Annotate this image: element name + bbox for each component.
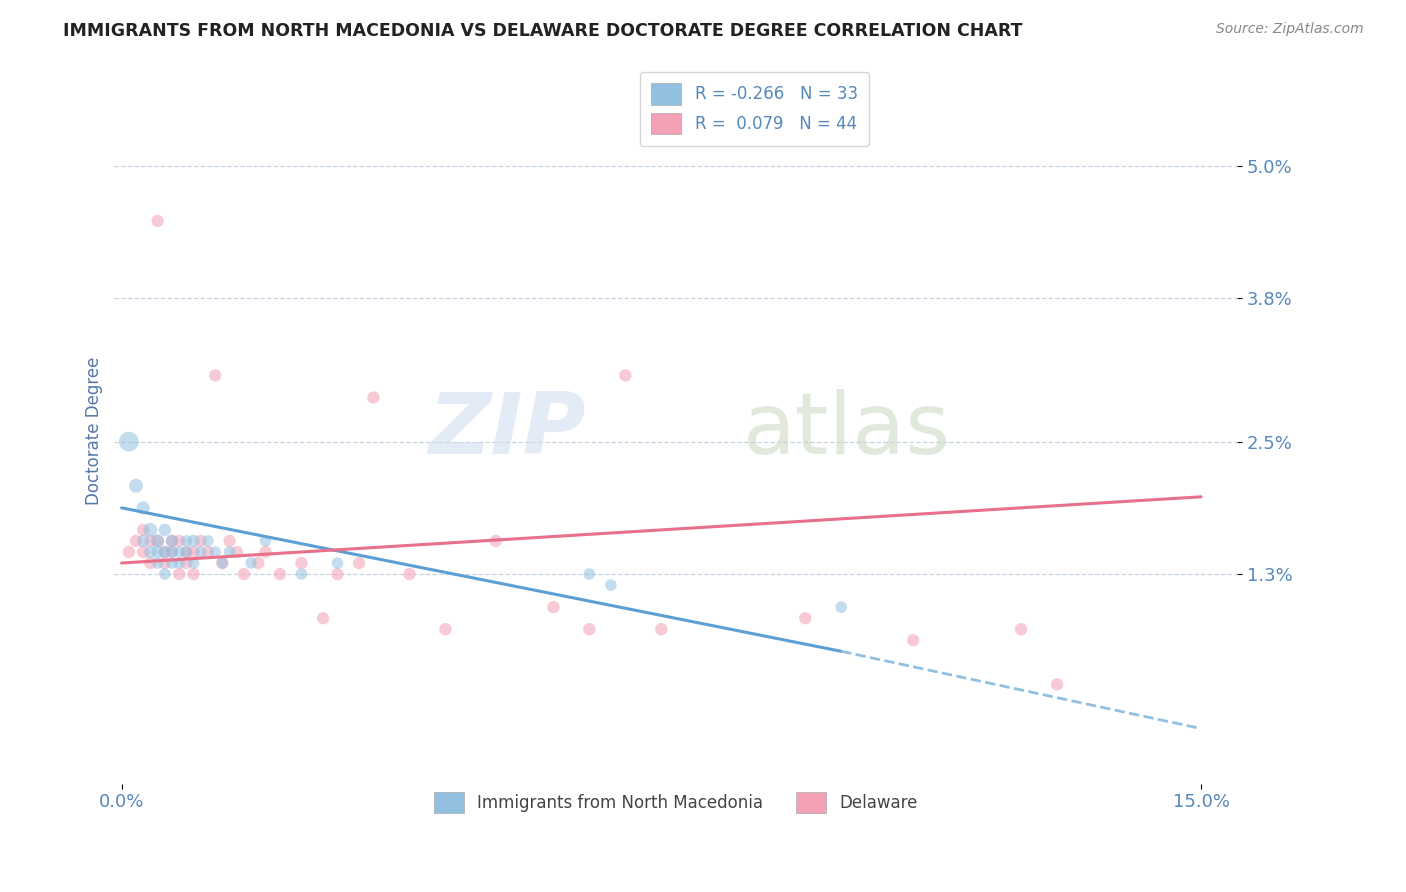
- Point: [183, 545, 205, 559]
- Point: [153, 556, 176, 570]
- Point: [290, 567, 312, 582]
- Point: [218, 545, 240, 559]
- Point: [190, 545, 212, 559]
- Point: [578, 622, 600, 636]
- Y-axis label: Doctorate Degree: Doctorate Degree: [86, 357, 103, 505]
- Point: [146, 533, 169, 548]
- Point: [183, 567, 205, 582]
- Point: [218, 533, 240, 548]
- Point: [176, 545, 198, 559]
- Text: IMMIGRANTS FROM NORTH MACEDONIA VS DELAWARE DOCTORATE DEGREE CORRELATION CHART: IMMIGRANTS FROM NORTH MACEDONIA VS DELAW…: [63, 22, 1022, 40]
- Point: [290, 556, 312, 570]
- Point: [153, 567, 176, 582]
- Point: [167, 545, 190, 559]
- Point: [160, 556, 183, 570]
- Point: [326, 567, 349, 582]
- Point: [240, 556, 263, 570]
- Point: [183, 556, 205, 570]
- Point: [398, 567, 420, 582]
- Point: [600, 578, 623, 592]
- Point: [269, 567, 291, 582]
- Point: [146, 214, 169, 228]
- Point: [204, 368, 226, 383]
- Point: [146, 533, 169, 548]
- Point: [794, 611, 817, 625]
- Point: [160, 545, 183, 559]
- Point: [139, 556, 162, 570]
- Point: [204, 545, 226, 559]
- Point: [225, 545, 247, 559]
- Point: [326, 556, 349, 570]
- Point: [160, 533, 183, 548]
- Point: [578, 567, 600, 582]
- Point: [118, 545, 141, 559]
- Point: [1046, 677, 1069, 691]
- Point: [176, 556, 198, 570]
- Point: [830, 600, 852, 615]
- Point: [139, 523, 162, 537]
- Point: [139, 533, 162, 548]
- Point: [312, 611, 335, 625]
- Point: [132, 545, 155, 559]
- Point: [167, 567, 190, 582]
- Point: [197, 533, 219, 548]
- Point: [125, 479, 148, 493]
- Point: [614, 368, 637, 383]
- Point: [139, 545, 162, 559]
- Text: atlas: atlas: [742, 389, 950, 472]
- Point: [146, 545, 169, 559]
- Point: [247, 556, 270, 570]
- Text: ZIP: ZIP: [429, 389, 586, 472]
- Point: [434, 622, 457, 636]
- Point: [190, 533, 212, 548]
- Point: [232, 567, 254, 582]
- Point: [176, 545, 198, 559]
- Point: [211, 556, 233, 570]
- Point: [153, 545, 176, 559]
- Point: [197, 545, 219, 559]
- Point: [485, 533, 508, 548]
- Point: [211, 556, 233, 570]
- Point: [153, 523, 176, 537]
- Point: [153, 545, 176, 559]
- Point: [125, 533, 148, 548]
- Point: [254, 533, 277, 548]
- Point: [650, 622, 672, 636]
- Point: [118, 434, 141, 449]
- Point: [543, 600, 565, 615]
- Point: [160, 545, 183, 559]
- Point: [167, 533, 190, 548]
- Point: [160, 533, 183, 548]
- Point: [132, 500, 155, 515]
- Point: [363, 391, 385, 405]
- Point: [254, 545, 277, 559]
- Point: [167, 556, 190, 570]
- Text: Source: ZipAtlas.com: Source: ZipAtlas.com: [1216, 22, 1364, 37]
- Point: [132, 523, 155, 537]
- Point: [132, 533, 155, 548]
- Point: [176, 533, 198, 548]
- Point: [146, 556, 169, 570]
- Point: [1010, 622, 1032, 636]
- Point: [901, 633, 924, 648]
- Point: [183, 533, 205, 548]
- Legend: Immigrants from North Macedonia, Delaware: Immigrants from North Macedonia, Delawar…: [422, 780, 929, 825]
- Point: [347, 556, 370, 570]
